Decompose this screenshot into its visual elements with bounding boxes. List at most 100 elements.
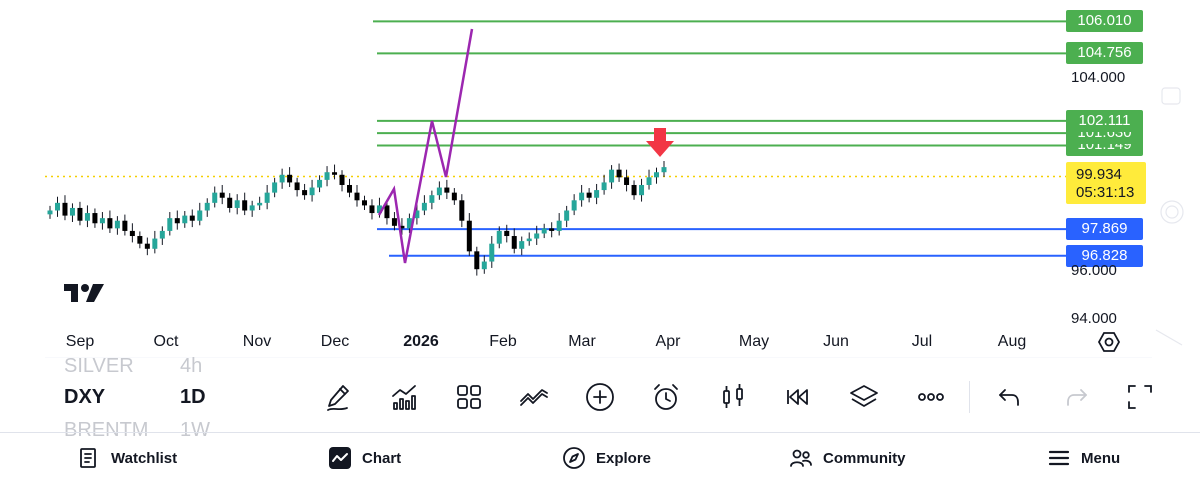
candle — [406, 213, 412, 233]
candle — [264, 184, 270, 210]
candle — [504, 224, 510, 243]
candle — [182, 211, 188, 228]
symbol-name: DXY — [64, 386, 106, 408]
down-arrow-marker[interactable] — [646, 128, 674, 157]
grid-icon — [457, 385, 481, 409]
candle — [511, 228, 517, 254]
symbol-row-silver[interactable]: SILVER 4h — [64, 355, 202, 378]
candle — [189, 209, 195, 228]
compass-icon — [563, 447, 585, 469]
time-axis-label: Nov — [242, 333, 272, 350]
undo-icon — [999, 389, 1019, 406]
nav-label: Explore — [596, 449, 652, 467]
alarm-icon — [654, 384, 678, 410]
symbol-row-dxy[interactable]: DXY 1D — [64, 386, 206, 409]
redo-icon — [1067, 389, 1087, 406]
layouts-button[interactable] — [453, 381, 485, 413]
candle — [92, 208, 98, 228]
nav-chart[interactable]: Chart — [328, 444, 401, 472]
axis-price-94: 94.000 — [1071, 310, 1117, 327]
price-chart[interactable] — [0, 0, 1200, 358]
candle — [137, 231, 143, 249]
more-button[interactable] — [915, 381, 947, 413]
nav-menu[interactable]: Menu — [1047, 444, 1120, 472]
candle — [459, 194, 465, 228]
candle — [167, 212, 173, 236]
candle — [646, 169, 652, 190]
fullscreen-button[interactable] — [1124, 381, 1156, 413]
time-axis-label: Jun — [823, 333, 849, 350]
candle — [571, 194, 577, 216]
candle — [466, 213, 472, 256]
candle — [451, 188, 457, 205]
replay-button[interactable] — [782, 381, 814, 413]
nav-watchlist[interactable]: Watchlist — [77, 444, 177, 472]
candle — [354, 184, 360, 207]
time-axis-label: Dec — [320, 333, 350, 350]
redo-button[interactable] — [1060, 381, 1092, 413]
symbol-row-brentm[interactable]: BRENTM 1W — [64, 419, 210, 442]
symbol-interval: 4h — [180, 355, 203, 377]
bar-countdown: 05:31:13 — [1076, 184, 1135, 201]
candle — [272, 177, 278, 198]
resistance-level-tag: 104.756 — [1066, 42, 1143, 65]
candle — [227, 193, 233, 213]
candle — [347, 178, 353, 198]
layers-icon — [850, 385, 878, 407]
time-axis-label: Oct — [153, 333, 179, 350]
more-icon — [918, 393, 944, 401]
candle — [474, 246, 480, 276]
indicators-button[interactable] — [388, 381, 420, 413]
candle — [332, 164, 338, 180]
draw-tools-button[interactable] — [323, 381, 355, 413]
symbol-interval: 1W — [180, 419, 210, 441]
drawn-trend-line[interactable] — [377, 28, 474, 264]
nav-label: Chart — [362, 449, 402, 467]
candle — [616, 163, 622, 182]
layers-button[interactable] — [848, 381, 880, 413]
candle — [594, 183, 600, 205]
candle — [399, 218, 405, 235]
nav-explore[interactable]: Explore — [562, 444, 651, 472]
candle — [317, 175, 323, 193]
candle — [654, 167, 660, 184]
current-price-tag: 99.934 05:31:13 — [1066, 162, 1146, 204]
candle — [481, 255, 487, 274]
candle — [159, 226, 165, 245]
chart-settings-icon[interactable] — [1097, 330, 1121, 354]
nav-community[interactable]: Community — [789, 444, 906, 472]
candle — [212, 186, 218, 208]
time-axis-label: Jul — [911, 333, 933, 350]
candle — [54, 196, 60, 217]
community-icon — [790, 449, 812, 467]
candle — [204, 198, 210, 217]
time-axis-label: Aug — [997, 333, 1027, 350]
undo-button[interactable] — [994, 381, 1026, 413]
candles-icon — [723, 384, 743, 408]
candle — [586, 188, 592, 203]
alert-button[interactable] — [650, 381, 682, 413]
compare-button[interactable] — [518, 381, 550, 413]
nav-label: Watchlist — [111, 449, 178, 467]
nav-label: Community — [823, 449, 906, 467]
candle — [369, 199, 375, 220]
add-symbol-button[interactable] — [584, 381, 616, 413]
time-axis-label: May — [738, 333, 770, 350]
candle — [47, 205, 53, 219]
nav-divider — [0, 432, 1200, 433]
time-axis-label: 2026 — [403, 333, 439, 350]
chart-area[interactable]: 101.149 101.630 102.111 104.756 106.010 97.86… — [0, 0, 1200, 358]
candle — [384, 200, 390, 225]
candle — [279, 168, 285, 189]
candle — [122, 214, 128, 236]
symbol-interval: 1D — [180, 386, 206, 408]
candle — [339, 170, 345, 192]
candle — [489, 236, 495, 268]
candle — [62, 195, 68, 221]
candle — [309, 179, 315, 202]
chart-type-button[interactable] — [717, 381, 749, 413]
time-axis-label: Apr — [655, 333, 681, 350]
candle — [661, 160, 667, 177]
candle — [324, 166, 330, 187]
candle — [624, 169, 630, 192]
